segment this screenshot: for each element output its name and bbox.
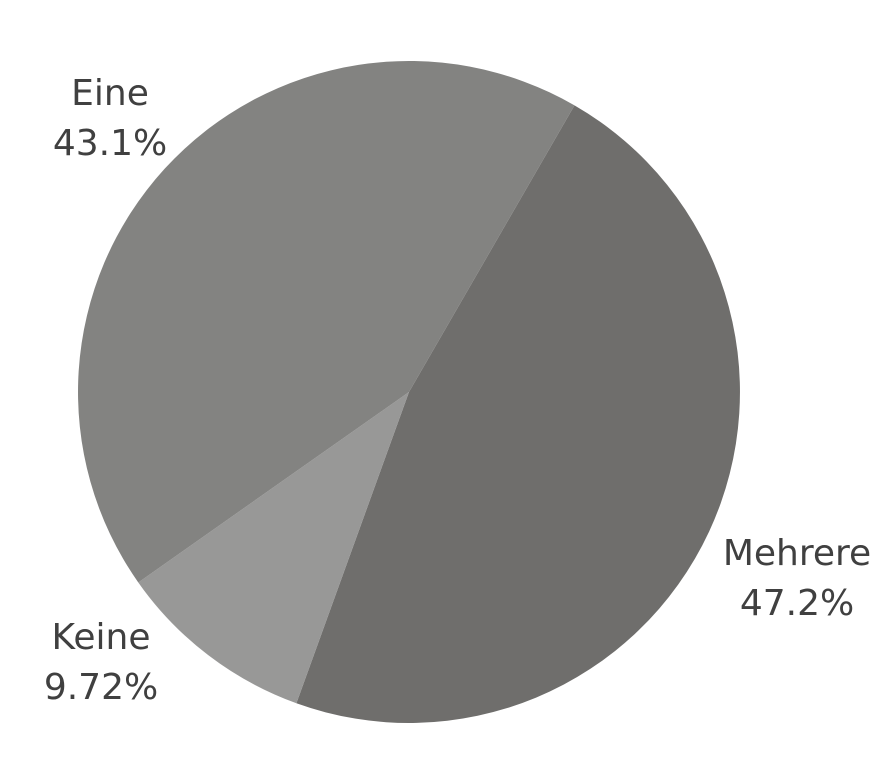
slice-value-mehrere: 47.2% xyxy=(740,583,854,624)
pie-slice-keine xyxy=(138,392,410,704)
slice-label-eine: Eine xyxy=(71,73,149,114)
pie-slice-mehrere xyxy=(296,105,740,723)
slice-label-mehrere: Mehrere xyxy=(723,533,871,574)
slice-label-keine: Keine xyxy=(52,617,151,658)
slice-value-eine: 43.1% xyxy=(53,123,167,164)
slice-value-keine: 9.72% xyxy=(44,667,158,708)
pie-slice-eine xyxy=(78,61,575,583)
pie-labels: Mehrere 47.2% Keine 9.72% Eine 43.1% xyxy=(44,73,871,708)
pie-slices xyxy=(78,61,740,723)
